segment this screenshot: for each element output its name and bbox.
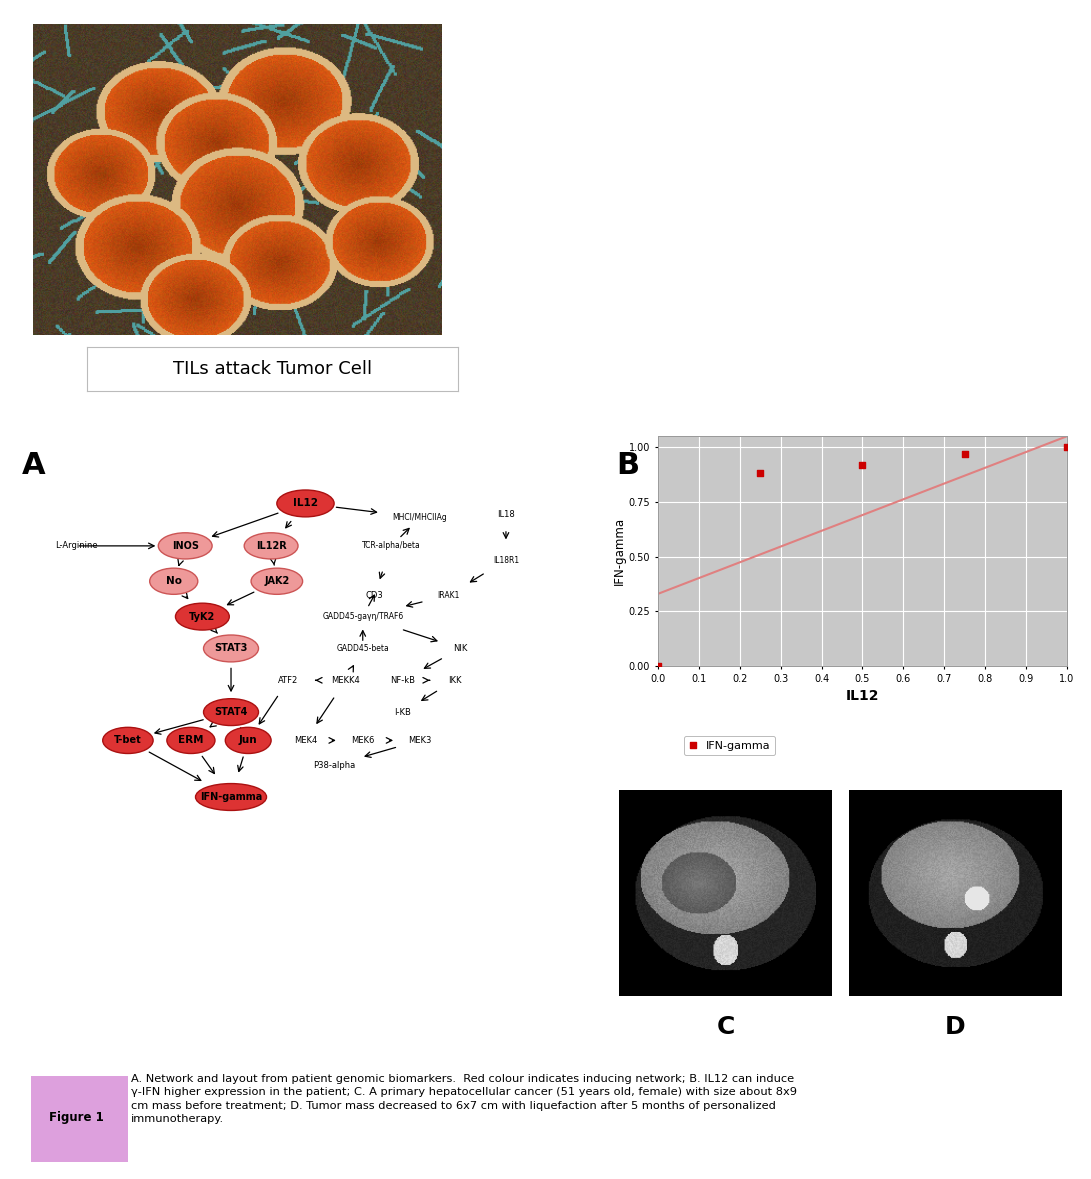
- Text: A: A: [22, 452, 46, 480]
- Text: MHCl/MHCIIAg: MHCl/MHCIIAg: [393, 513, 447, 522]
- Text: JAK2: JAK2: [264, 577, 289, 586]
- Text: MEK6: MEK6: [351, 736, 374, 745]
- Text: ATF2: ATF2: [278, 676, 299, 685]
- IFN-gamma: [1058, 437, 1076, 456]
- IFN-gamma: [956, 444, 973, 463]
- Ellipse shape: [244, 533, 298, 559]
- X-axis label: IL12: IL12: [846, 690, 879, 704]
- Ellipse shape: [226, 727, 272, 753]
- Ellipse shape: [158, 533, 212, 559]
- Ellipse shape: [103, 727, 153, 753]
- Ellipse shape: [251, 568, 302, 594]
- Text: D: D: [945, 1015, 964, 1039]
- Text: NF-kB: NF-kB: [391, 676, 416, 685]
- Legend: IFN-gamma: IFN-gamma: [684, 736, 776, 755]
- Text: TILs attack Tumor Cell: TILs attack Tumor Cell: [173, 360, 372, 378]
- Text: L-Arginine: L-Arginine: [55, 541, 98, 551]
- Ellipse shape: [176, 604, 229, 630]
- Text: IL12: IL12: [293, 499, 317, 508]
- Text: P38-alpha: P38-alpha: [313, 760, 356, 770]
- Text: MEKK4: MEKK4: [332, 676, 360, 685]
- IFN-gamma: [854, 455, 872, 474]
- Text: IKK: IKK: [447, 676, 461, 685]
- Text: Figure 1: Figure 1: [49, 1111, 104, 1125]
- Text: No: No: [166, 577, 182, 586]
- IFN-gamma: [649, 657, 667, 676]
- Text: STAT3: STAT3: [214, 644, 248, 653]
- Text: A. Network and layout from patient genomic biomarkers.  Red colour indicates ind: A. Network and layout from patient genom…: [131, 1074, 796, 1124]
- Text: TCR-alpha/beta: TCR-alpha/beta: [362, 541, 421, 551]
- IFN-gamma: [752, 465, 769, 483]
- FancyBboxPatch shape: [25, 1075, 128, 1161]
- Text: B: B: [616, 452, 639, 480]
- Text: CD3: CD3: [365, 591, 383, 600]
- Text: T-bet: T-bet: [115, 736, 142, 745]
- Text: NIK: NIK: [453, 644, 467, 653]
- Text: I-KB: I-KB: [395, 707, 411, 717]
- Y-axis label: IFN-gamma: IFN-gamma: [613, 518, 626, 585]
- Ellipse shape: [149, 568, 197, 594]
- Text: C: C: [717, 1015, 734, 1039]
- Text: IL18: IL18: [497, 509, 515, 519]
- Text: INOS: INOS: [171, 541, 199, 551]
- Ellipse shape: [167, 727, 215, 753]
- Ellipse shape: [204, 635, 259, 661]
- Text: IL12R: IL12R: [255, 541, 287, 551]
- Text: GADD45-beta: GADD45-beta: [336, 644, 389, 653]
- Text: IRAK1: IRAK1: [437, 591, 460, 600]
- Text: Jun: Jun: [239, 736, 257, 745]
- Text: GADD45-gaγη/TRAF6: GADD45-gaγη/TRAF6: [322, 612, 404, 621]
- Text: STAT4: STAT4: [214, 707, 248, 717]
- Text: IL18R1: IL18R1: [493, 555, 519, 565]
- Text: MEK4: MEK4: [293, 736, 317, 745]
- Ellipse shape: [204, 699, 259, 725]
- Text: IFN-gamma: IFN-gamma: [200, 792, 262, 802]
- Text: MEK3: MEK3: [408, 736, 432, 745]
- Ellipse shape: [195, 784, 266, 810]
- Text: TyK2: TyK2: [189, 612, 216, 621]
- Text: ERM: ERM: [178, 736, 204, 745]
- Ellipse shape: [277, 490, 334, 516]
